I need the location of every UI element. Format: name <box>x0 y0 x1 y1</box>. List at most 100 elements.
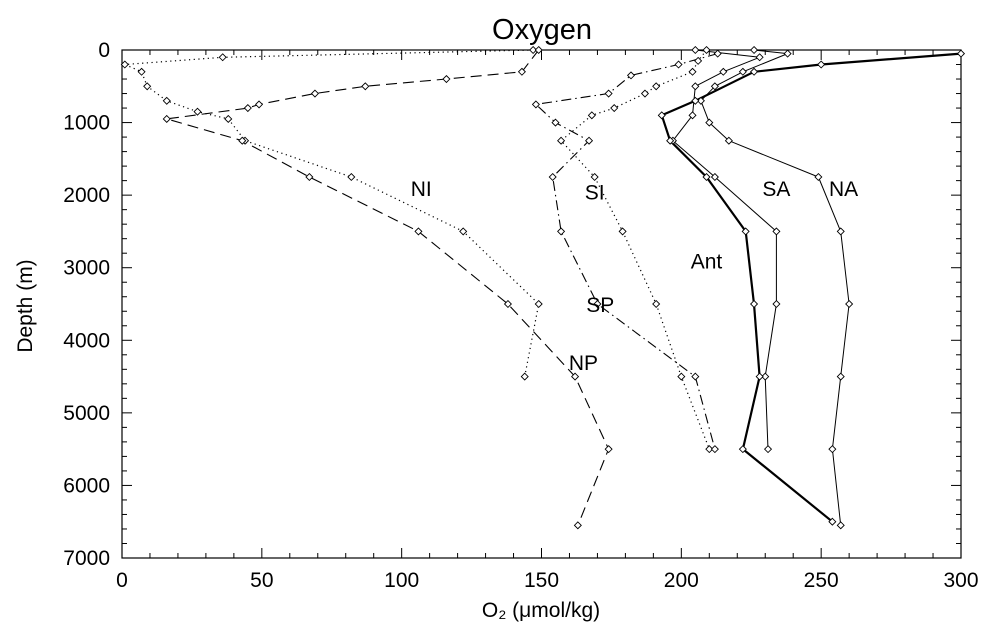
series-line-sp <box>535 53 718 450</box>
data-point-np <box>534 45 543 55</box>
data-point-sp <box>593 299 602 309</box>
data-point-sa <box>761 372 770 381</box>
data-point-si <box>557 136 566 145</box>
data-point-ant <box>657 111 666 120</box>
data-point-sa <box>755 53 764 62</box>
data-point-ant <box>817 60 826 69</box>
data-point-np <box>310 89 320 98</box>
x-tick-label: 100 <box>384 569 419 592</box>
y-tick-label: 4000 <box>63 329 110 352</box>
data-point-si <box>652 82 661 91</box>
data-point-np <box>573 521 582 530</box>
data-point-ni <box>120 60 129 69</box>
series-label-na: NA <box>829 178 858 201</box>
data-point-na <box>705 118 714 127</box>
x-tick-label: 0 <box>116 569 128 592</box>
data-point-ni <box>193 107 202 116</box>
data-point-ni <box>459 227 468 236</box>
data-point-si <box>587 111 596 120</box>
data-point-sp <box>557 227 566 236</box>
data-point-si <box>610 104 619 113</box>
data-point-na <box>814 172 823 182</box>
series-layer <box>124 49 962 526</box>
data-point-sp <box>585 136 594 145</box>
data-point-na <box>836 521 845 530</box>
data-point-sp <box>548 172 557 182</box>
y-tick-label: 5000 <box>63 402 110 425</box>
data-point-np <box>604 445 613 454</box>
series-line-sa <box>672 49 777 450</box>
annotation-layer: NA SA Ant SI SP NI NP <box>411 178 858 375</box>
data-point-na <box>828 445 837 454</box>
data-point-na <box>845 299 854 309</box>
data-point-ni <box>529 45 538 55</box>
data-point-np <box>503 299 512 309</box>
data-point-sp <box>713 49 722 58</box>
x-axis-label: O₂ (μmol/kg) <box>482 599 600 622</box>
data-point-ni <box>520 372 529 381</box>
data-point-na <box>724 136 733 145</box>
data-point-ni <box>347 172 356 182</box>
data-point-sa <box>691 82 700 91</box>
data-point-ant <box>738 445 747 454</box>
y-tick-label: 0 <box>98 39 110 62</box>
data-point-sa <box>763 445 773 454</box>
data-point-sa <box>772 227 781 236</box>
data-point-ant <box>750 299 759 309</box>
y-tick-label: 3000 <box>63 257 110 280</box>
data-point-np <box>442 74 451 84</box>
data-point-si <box>705 445 714 454</box>
data-point-np <box>162 114 171 123</box>
data-point-sp <box>551 118 560 127</box>
tick-labels: 0 50 100 150 200 250 3000100020003000400050006… <box>63 39 978 592</box>
series-line-np <box>166 49 610 526</box>
data-point-np <box>255 100 264 109</box>
y-tick-label: 6000 <box>63 474 110 497</box>
data-point-np <box>238 136 247 145</box>
data-point-ant <box>755 372 764 381</box>
data-point-sp <box>531 100 540 109</box>
data-point-sp <box>604 89 613 98</box>
x-tick-label: 200 <box>664 569 699 592</box>
series-line-ni <box>124 49 540 377</box>
marker-layer <box>120 45 966 530</box>
series-label-sp: SP <box>586 294 614 317</box>
data-point-sa <box>691 45 700 55</box>
data-point-sp <box>691 372 700 381</box>
data-point-na <box>710 82 719 91</box>
data-point-sp <box>710 445 719 454</box>
data-point-ni <box>137 67 146 76</box>
data-point-si <box>688 67 697 76</box>
data-point-np <box>243 104 252 113</box>
data-point-np <box>517 67 526 76</box>
data-point-sp <box>674 60 683 69</box>
data-point-na <box>696 96 705 105</box>
data-point-ant <box>750 67 759 76</box>
x-tick-label: 150 <box>524 569 559 592</box>
data-point-np <box>361 82 370 91</box>
data-point-np <box>414 227 423 236</box>
y-tick-label: 7000 <box>63 547 110 570</box>
data-point-si <box>694 56 703 65</box>
series-label-ant: Ant <box>691 250 723 273</box>
series-line-si <box>560 49 710 450</box>
data-point-ni <box>224 114 233 123</box>
data-point-na <box>750 45 759 55</box>
data-point-na <box>783 49 792 58</box>
data-point-si <box>652 299 661 309</box>
data-point-si <box>640 89 650 98</box>
y-tick-label: 2000 <box>63 184 110 207</box>
data-point-ant <box>702 172 711 182</box>
data-point-np <box>305 172 314 182</box>
x-tick-label: 300 <box>943 569 978 592</box>
data-point-ni <box>218 53 227 62</box>
axis-ticks <box>121 49 962 559</box>
data-point-na <box>738 67 747 76</box>
data-point-ant <box>741 227 750 236</box>
data-point-ant <box>828 517 837 526</box>
series-label-np: NP <box>569 352 598 375</box>
series-line-na <box>700 49 850 526</box>
data-point-si <box>677 372 686 381</box>
series-label-sa: SA <box>762 178 790 201</box>
